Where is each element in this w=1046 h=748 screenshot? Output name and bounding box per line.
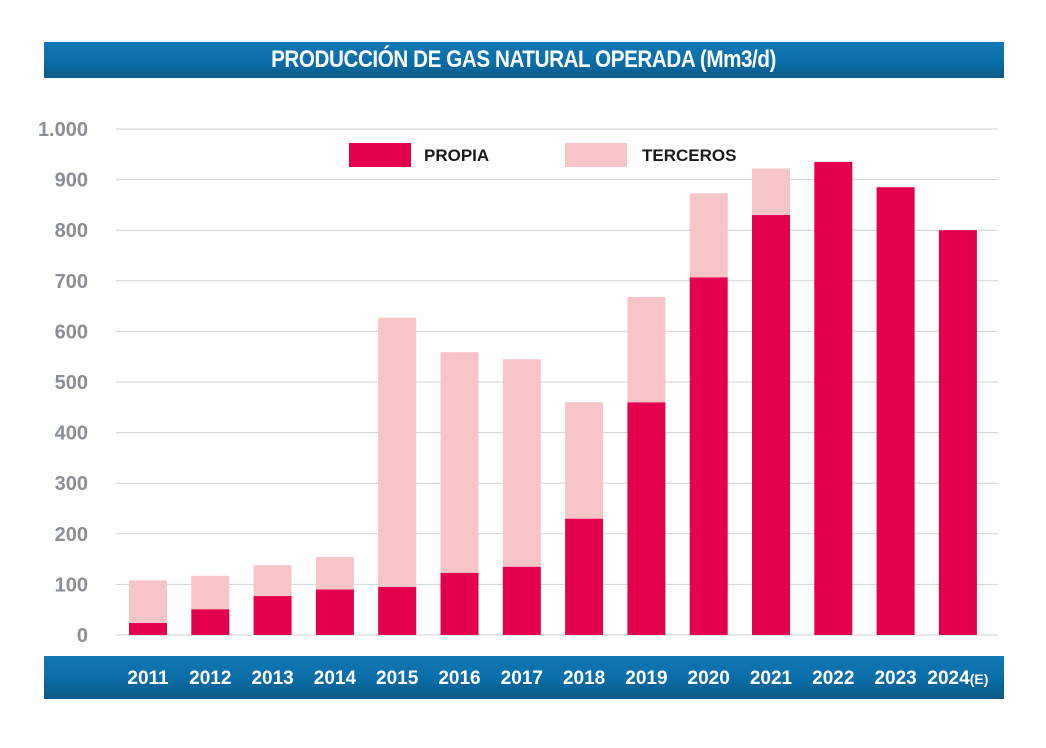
bar-propia-2014	[315, 589, 354, 635]
x-tick-label: 2021	[750, 668, 793, 689]
bar-propia-2017	[502, 566, 541, 635]
legend-label-propia: PROPIA	[424, 146, 489, 165]
legend-swatch-propia	[349, 143, 411, 167]
bar-propia-2016	[440, 572, 479, 635]
x-tick-label: 2020	[688, 668, 730, 689]
y-tick-label: 500	[55, 372, 88, 394]
chart-title-band: PRODUCCIÓN DE GAS NATURAL OPERADA (Mm3/d…	[44, 42, 1004, 78]
x-tick-label: 2019	[625, 668, 667, 689]
bar-propia-2015	[378, 586, 417, 635]
bar-terceros-2014	[315, 557, 354, 590]
x-tick-label: 2011	[127, 668, 169, 689]
y-tick-label: 100	[55, 574, 88, 596]
bar-terceros-2020	[689, 193, 728, 278]
x-tick-label: 2014	[314, 668, 357, 689]
x-tick-label: 2023	[874, 668, 916, 689]
bar-propia-2023	[876, 187, 915, 635]
x-tick-label: 2018	[563, 668, 605, 689]
y-tick-label: 400	[55, 423, 88, 445]
bar-propia-2012	[191, 609, 230, 635]
x-tick-label: 2015	[376, 668, 419, 689]
legend-swatch-terceros	[565, 143, 627, 167]
bar-terceros-2012	[191, 575, 230, 610]
legend-label-terceros: TERCEROS	[642, 146, 736, 165]
chart-title: PRODUCCIÓN DE GAS NATURAL OPERADA (Mm3/d…	[271, 46, 777, 73]
y-tick-label: 0	[77, 625, 88, 647]
bar-terceros-2016	[440, 352, 479, 573]
bar-propia-2022	[814, 161, 853, 635]
bar-terceros-2013	[253, 565, 292, 597]
y-tick-label: 900	[55, 170, 88, 192]
x-tick-label: 2017	[501, 668, 543, 689]
y-tick-label: 800	[55, 220, 88, 242]
bar-terceros-2015	[378, 317, 417, 587]
x-axis-band	[44, 656, 1004, 699]
bar-propia-2011	[129, 622, 167, 635]
bar-propia-2020	[689, 277, 728, 635]
x-tick-label: 2024(E)	[927, 668, 988, 689]
bar-terceros-2011	[129, 580, 167, 623]
y-tick-label: 300	[55, 473, 88, 495]
y-tick-label: 600	[55, 321, 88, 343]
x-tick-label: 2012	[189, 668, 231, 689]
bar-terceros-2021	[752, 168, 790, 216]
bar-propia-2018	[565, 518, 604, 635]
bar-propia-2021	[752, 215, 790, 635]
y-tick-label: 200	[55, 524, 88, 546]
bar-propia-2013	[253, 596, 292, 635]
bar-propia-2024E	[938, 230, 977, 635]
bar-terceros-2017	[502, 359, 541, 567]
y-tick-label: 700	[55, 271, 88, 293]
bar-terceros-2018	[565, 402, 604, 519]
y-tick-label: 1.000	[38, 119, 88, 141]
x-tick-label: 2022	[812, 668, 854, 689]
bar-propia-2019	[627, 402, 666, 635]
x-tick-label: 2013	[251, 668, 293, 689]
x-tick-label: 2016	[438, 668, 480, 689]
bar-terceros-2019	[627, 296, 666, 403]
